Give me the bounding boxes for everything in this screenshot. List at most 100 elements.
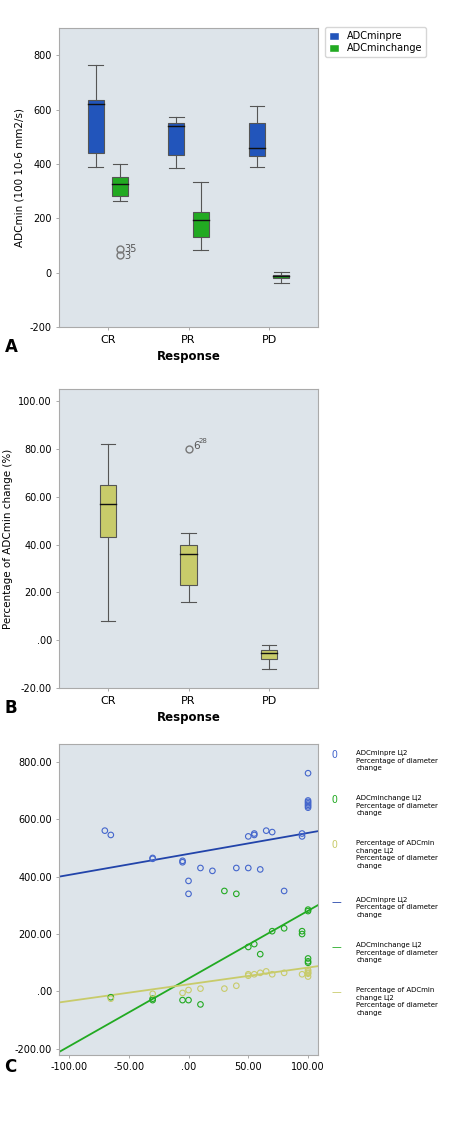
- Text: O: O: [331, 795, 337, 805]
- Point: [304, 799, 312, 817]
- Point: [269, 823, 276, 841]
- Text: 3: 3: [124, 250, 130, 261]
- Point: [179, 853, 186, 871]
- Point: [197, 995, 204, 1013]
- Text: ADCminpre Ц2
Percentage of diameter
change: ADCminpre Ц2 Percentage of diameter chan…: [356, 897, 438, 918]
- Point: [250, 825, 258, 843]
- Point: [233, 858, 240, 876]
- Point: [221, 882, 228, 900]
- Bar: [261, 650, 277, 660]
- Point: [250, 826, 258, 844]
- Point: [298, 925, 306, 943]
- Text: —: —: [331, 897, 341, 907]
- Point: [197, 858, 204, 876]
- Point: [304, 950, 312, 968]
- Point: [304, 962, 312, 980]
- Point: [244, 938, 252, 957]
- Text: C: C: [5, 1058, 17, 1076]
- Point: [244, 967, 252, 985]
- Point: [149, 989, 156, 1007]
- Point: [244, 858, 252, 876]
- Point: [304, 797, 312, 816]
- Point: [304, 902, 312, 920]
- Text: 28: 28: [199, 438, 208, 444]
- Point: [209, 862, 216, 880]
- Point: [304, 964, 312, 982]
- Point: [244, 827, 252, 845]
- Point: [304, 764, 312, 782]
- Text: —: —: [331, 942, 341, 952]
- Bar: [168, 123, 185, 155]
- Text: 35: 35: [124, 245, 136, 255]
- Point: [149, 849, 156, 867]
- Point: [233, 884, 240, 902]
- Point: [250, 966, 258, 984]
- Point: [250, 935, 258, 953]
- X-axis label: Response: Response: [157, 351, 220, 363]
- Bar: [192, 212, 209, 238]
- Point: [298, 827, 306, 845]
- Point: [304, 792, 312, 810]
- Point: [263, 821, 270, 839]
- Point: [107, 988, 114, 1006]
- Point: [304, 963, 312, 981]
- Text: Percentage of ADCmin
change Ц2
Percentage of diameter
change: Percentage of ADCmin change Ц2 Percentag…: [356, 840, 438, 869]
- Point: [221, 979, 228, 997]
- Point: [149, 992, 156, 1010]
- Point: [304, 900, 312, 918]
- Point: [256, 861, 264, 879]
- Bar: [88, 100, 104, 153]
- Text: 6: 6: [193, 441, 200, 451]
- Point: [149, 985, 156, 1003]
- Point: [179, 852, 186, 870]
- Text: Percentage of ADCmin
change Ц2
Percentage of diameter
change: Percentage of ADCmin change Ц2 Percentag…: [356, 987, 438, 1015]
- Point: [304, 968, 312, 986]
- Bar: [112, 177, 128, 196]
- Bar: [100, 485, 116, 537]
- Bar: [181, 545, 197, 585]
- Text: O: O: [331, 840, 337, 851]
- Text: O: O: [331, 750, 337, 760]
- Point: [281, 882, 288, 900]
- Point: [263, 962, 270, 980]
- Point: [101, 821, 108, 839]
- Text: A: A: [5, 338, 17, 356]
- Text: B: B: [5, 699, 17, 717]
- Text: ADCminchange Ц2
Percentage of diameter
change: ADCminchange Ц2 Percentage of diameter c…: [356, 795, 438, 817]
- Y-axis label: Percentage of ADCmin change (%): Percentage of ADCmin change (%): [3, 449, 13, 628]
- Point: [185, 992, 192, 1010]
- Point: [304, 794, 312, 812]
- Point: [179, 992, 186, 1010]
- Text: —: —: [331, 987, 341, 997]
- Point: [298, 966, 306, 984]
- Point: [107, 826, 114, 844]
- X-axis label: Response: Response: [157, 712, 220, 724]
- Bar: [273, 275, 289, 277]
- Point: [304, 954, 312, 972]
- Point: [269, 966, 276, 984]
- Point: [256, 945, 264, 963]
- Point: [179, 984, 186, 1002]
- Point: [256, 963, 264, 981]
- Point: [185, 872, 192, 890]
- Point: [304, 795, 312, 813]
- Point: [233, 977, 240, 995]
- Point: [304, 961, 312, 979]
- Text: ADCminpre Ц2
Percentage of diameter
change: ADCminpre Ц2 Percentage of diameter chan…: [356, 750, 438, 772]
- Point: [281, 963, 288, 981]
- Y-axis label: ADCmin (100 10-6 mm2/s): ADCmin (100 10-6 mm2/s): [14, 108, 24, 247]
- Point: [197, 979, 204, 997]
- Point: [107, 989, 114, 1007]
- Point: [149, 849, 156, 867]
- Bar: [249, 123, 265, 157]
- Point: [298, 825, 306, 843]
- Point: [304, 952, 312, 970]
- Point: [298, 923, 306, 941]
- Point: [185, 981, 192, 999]
- Point: [281, 919, 288, 937]
- Point: [244, 966, 252, 984]
- Legend: ADCminpre, ADCminchange: ADCminpre, ADCminchange: [325, 27, 426, 56]
- Point: [304, 793, 312, 811]
- Text: ADCminchange Ц2
Percentage of diameter
change: ADCminchange Ц2 Percentage of diameter c…: [356, 942, 438, 963]
- Point: [269, 923, 276, 941]
